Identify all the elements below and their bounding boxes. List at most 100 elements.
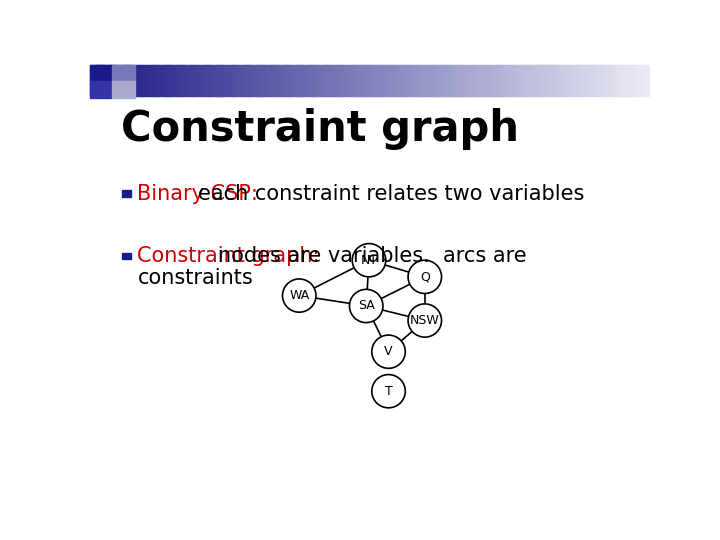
Bar bbox=[583, 65, 585, 96]
Bar bbox=[127, 65, 130, 96]
Bar bbox=[144, 65, 146, 96]
Bar bbox=[189, 65, 191, 96]
Bar bbox=[644, 65, 647, 96]
Bar bbox=[338, 65, 340, 96]
Bar bbox=[204, 65, 206, 96]
Bar bbox=[320, 65, 323, 96]
Bar bbox=[177, 65, 180, 96]
Bar bbox=[278, 65, 280, 96]
Bar bbox=[217, 65, 219, 96]
Bar bbox=[250, 65, 253, 96]
Bar bbox=[271, 65, 273, 96]
Bar bbox=[436, 65, 438, 96]
Bar bbox=[265, 65, 267, 96]
Bar bbox=[109, 65, 111, 96]
Bar bbox=[472, 65, 474, 96]
Bar bbox=[298, 65, 301, 96]
Bar bbox=[459, 65, 461, 96]
Bar bbox=[527, 65, 529, 96]
Bar bbox=[132, 65, 135, 96]
Bar bbox=[387, 65, 390, 96]
Ellipse shape bbox=[349, 289, 383, 322]
Bar bbox=[157, 65, 159, 96]
Bar bbox=[291, 65, 293, 96]
Bar bbox=[400, 65, 403, 96]
Bar bbox=[598, 65, 600, 96]
Bar bbox=[408, 65, 410, 96]
Bar bbox=[581, 65, 583, 96]
Bar bbox=[415, 65, 418, 96]
Bar bbox=[456, 65, 459, 96]
Bar bbox=[224, 65, 226, 96]
Bar bbox=[546, 65, 548, 96]
Bar bbox=[135, 65, 137, 96]
Bar bbox=[575, 65, 578, 96]
Bar bbox=[324, 65, 327, 96]
Bar bbox=[399, 65, 401, 96]
Bar bbox=[377, 65, 379, 96]
Bar bbox=[601, 65, 604, 96]
Bar bbox=[347, 65, 349, 96]
Bar bbox=[574, 65, 576, 96]
Bar bbox=[96, 65, 98, 96]
Bar bbox=[539, 65, 541, 96]
Bar bbox=[231, 65, 234, 96]
Bar bbox=[92, 65, 94, 96]
Text: T: T bbox=[384, 384, 392, 397]
Bar bbox=[410, 65, 413, 96]
Bar bbox=[213, 65, 215, 96]
Bar bbox=[561, 65, 563, 96]
Bar bbox=[588, 65, 591, 96]
Bar bbox=[192, 65, 194, 96]
Bar bbox=[514, 65, 516, 96]
Bar bbox=[294, 65, 297, 96]
Bar bbox=[397, 65, 400, 96]
Bar bbox=[233, 65, 235, 96]
Bar bbox=[477, 65, 480, 96]
Bar bbox=[293, 65, 295, 96]
Bar bbox=[287, 65, 289, 96]
Bar bbox=[345, 65, 347, 96]
Bar bbox=[348, 65, 351, 96]
Bar bbox=[202, 65, 204, 96]
Bar bbox=[185, 65, 187, 96]
Text: WA: WA bbox=[289, 289, 310, 302]
Bar bbox=[110, 65, 113, 96]
Bar bbox=[129, 65, 132, 96]
Bar bbox=[594, 65, 596, 96]
Bar bbox=[207, 65, 210, 96]
Bar bbox=[168, 65, 171, 96]
Bar bbox=[97, 65, 100, 96]
Bar bbox=[125, 65, 127, 96]
Bar bbox=[90, 82, 112, 98]
Bar bbox=[90, 65, 112, 82]
Bar bbox=[140, 65, 143, 96]
Bar bbox=[492, 65, 494, 96]
Bar bbox=[624, 65, 626, 96]
Bar bbox=[163, 65, 165, 96]
Bar bbox=[412, 65, 414, 96]
Bar bbox=[613, 65, 615, 96]
Bar bbox=[374, 65, 377, 96]
Bar bbox=[510, 65, 513, 96]
Bar bbox=[547, 65, 550, 96]
Bar bbox=[637, 65, 639, 96]
Bar bbox=[540, 65, 543, 96]
Bar bbox=[444, 65, 446, 96]
Bar bbox=[373, 65, 375, 96]
Bar bbox=[555, 65, 557, 96]
Bar bbox=[562, 65, 565, 96]
Bar bbox=[466, 65, 468, 96]
Text: Constraint graph:: Constraint graph: bbox=[138, 246, 320, 266]
Bar bbox=[451, 65, 454, 96]
Bar bbox=[118, 65, 120, 96]
Bar bbox=[181, 65, 184, 96]
Bar bbox=[503, 65, 505, 96]
Bar bbox=[365, 65, 368, 96]
Bar bbox=[572, 65, 574, 96]
Bar bbox=[431, 65, 433, 96]
Bar bbox=[120, 65, 122, 96]
Bar bbox=[494, 65, 496, 96]
Bar bbox=[427, 65, 429, 96]
Bar bbox=[159, 65, 161, 96]
